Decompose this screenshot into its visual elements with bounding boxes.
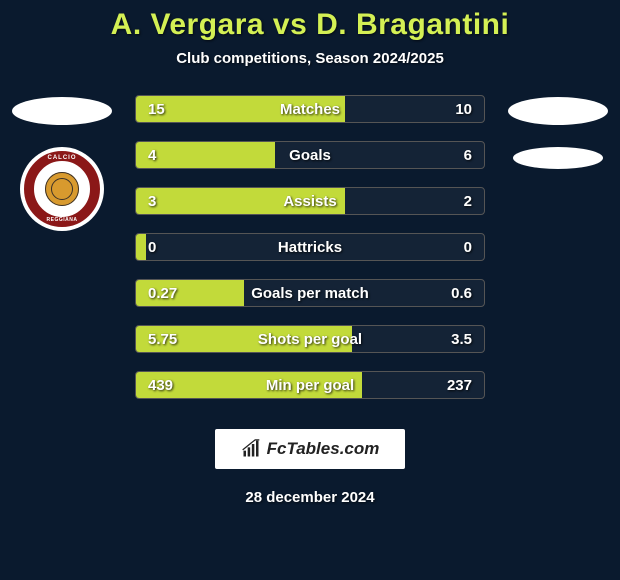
- stat-label: Matches: [136, 101, 484, 118]
- brand-label: FcTables.com: [267, 439, 380, 459]
- page-title: A. Vergara vs D. Bragantini: [111, 8, 510, 42]
- chart-icon: [241, 439, 261, 459]
- stat-label: Min per goal: [136, 377, 484, 394]
- stats-table: 15Matches10 4Goals6 3Assists2 0Hattricks0 0.…: [135, 95, 485, 399]
- stat-row: 4Goals6: [135, 141, 485, 169]
- player-photo-placeholder-left: [12, 97, 112, 125]
- badge-ball-icon: [45, 172, 79, 206]
- stat-label: Goals: [136, 147, 484, 164]
- main-row: CALCIO REGGIANA 15Matches10 4Goals6 3Assis…: [0, 95, 620, 399]
- stat-value-right: 237: [447, 377, 472, 394]
- left-player-col: CALCIO REGGIANA: [7, 95, 117, 231]
- stat-label: Shots per goal: [136, 331, 484, 348]
- stat-value-right: 0.6: [451, 285, 472, 302]
- right-player-col: [503, 95, 613, 169]
- club-badge-left: CALCIO REGGIANA: [20, 147, 104, 231]
- badge-text-top: CALCIO: [48, 155, 77, 161]
- stat-row: 0.27Goals per match0.6: [135, 279, 485, 307]
- stat-value-right: 2: [464, 193, 472, 210]
- stat-row: 0Hattricks0: [135, 233, 485, 261]
- stat-value-right: 6: [464, 147, 472, 164]
- date-label: 28 december 2024: [245, 489, 374, 506]
- stat-label: Hattricks: [136, 239, 484, 256]
- stat-row: 439Min per goal237: [135, 371, 485, 399]
- subtitle: Club competitions, Season 2024/2025: [176, 50, 444, 67]
- stat-value-right: 0: [464, 239, 472, 256]
- stat-value-right: 3.5: [451, 331, 472, 348]
- club-badge-placeholder-right: [513, 147, 603, 169]
- badge-text-bottom: REGGIANA: [47, 217, 78, 223]
- comparison-card: A. Vergara vs D. Bragantini Club competi…: [0, 0, 620, 580]
- stat-value-right: 10: [455, 101, 472, 118]
- brand-badge[interactable]: FcTables.com: [215, 429, 406, 469]
- player-photo-placeholder-right: [508, 97, 608, 125]
- stat-row: 5.75Shots per goal3.5: [135, 325, 485, 353]
- stat-label: Assists: [136, 193, 484, 210]
- stat-row: 3Assists2: [135, 187, 485, 215]
- stat-row: 15Matches10: [135, 95, 485, 123]
- stat-label: Goals per match: [136, 285, 484, 302]
